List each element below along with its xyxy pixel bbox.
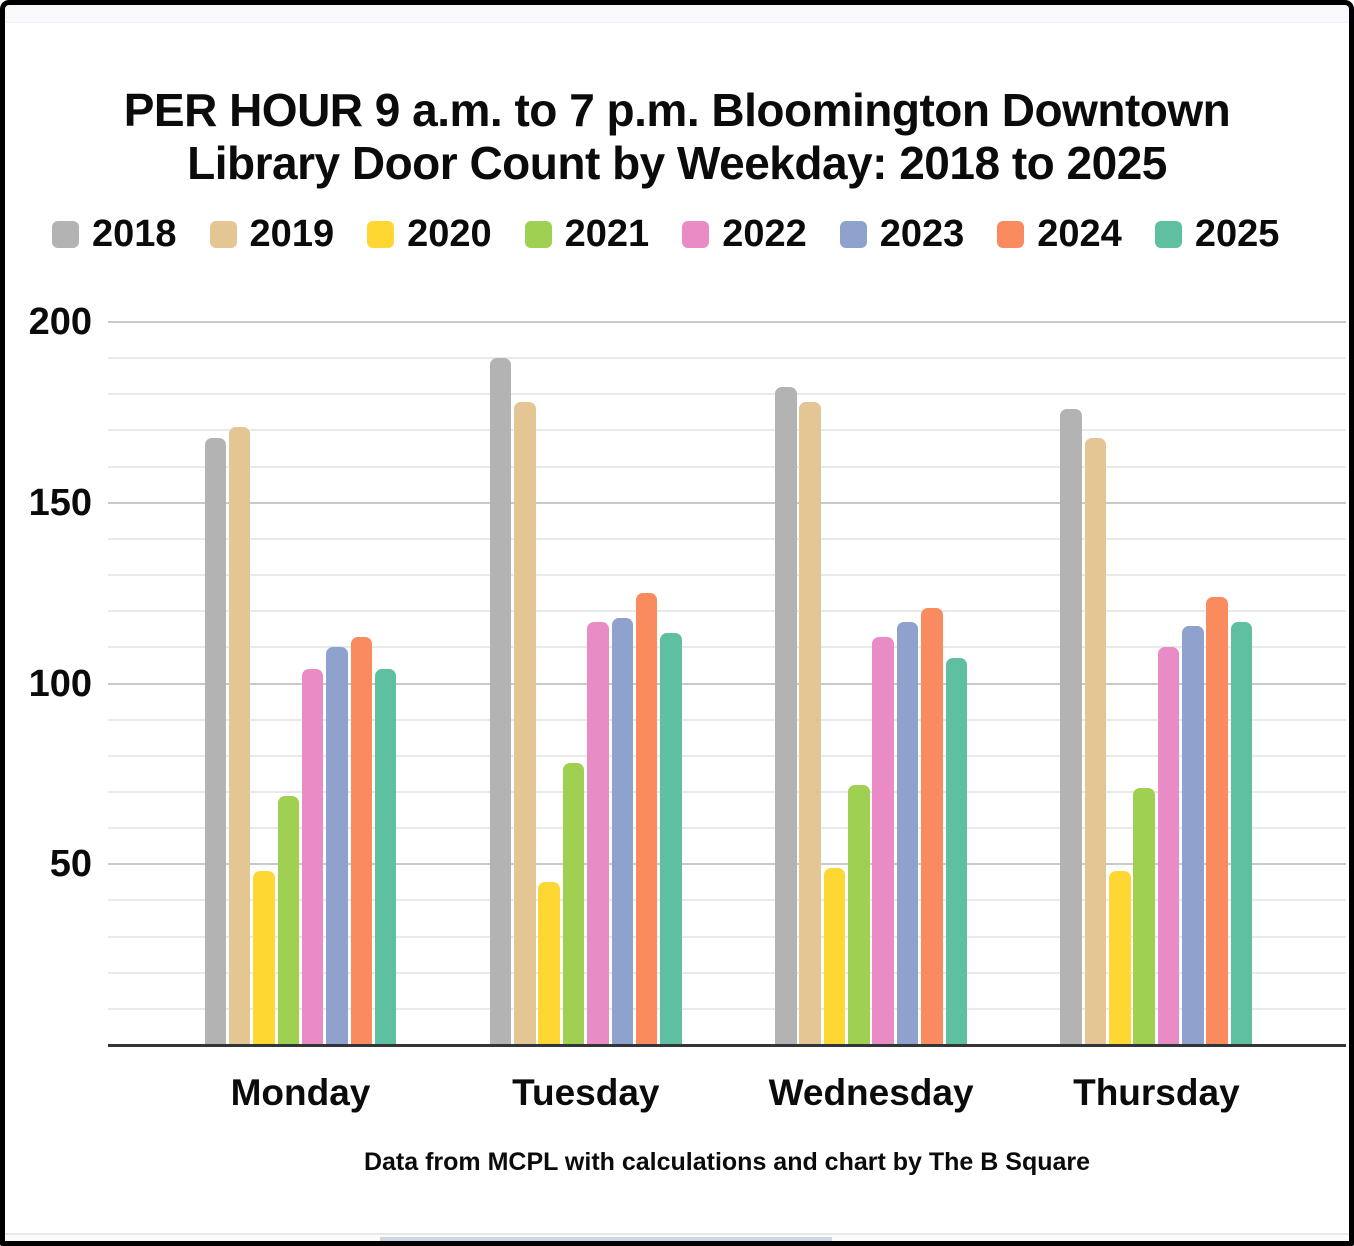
bar-2023-wednesday [896, 622, 919, 1045]
chart-title-line-1: PER HOUR 9 a.m. to 7 p.m. Bloomington Do… [123, 84, 1231, 136]
gridline-50 [108, 863, 1346, 866]
bar-2021-thursday [1133, 788, 1155, 1045]
gridline-40 [108, 899, 1346, 902]
gridline-140 [108, 537, 1346, 540]
bar-2018-thursday [1060, 408, 1082, 1045]
gridline-120 [108, 610, 1346, 613]
legend-swatch-2020 [367, 221, 395, 248]
legend-swatch-2021 [524, 221, 552, 248]
legend-swatch-2022 [682, 221, 710, 248]
legend-item-2025: 2025 [1154, 213, 1280, 255]
bar-2019-tuesday [514, 401, 536, 1045]
legend-item-2018: 2018 [52, 213, 177, 255]
bar-2022-tuesday [587, 622, 609, 1045]
bar-2023-tuesday [611, 618, 634, 1045]
legend-label-2023: 2023 [879, 213, 965, 255]
bar-2018-monday [204, 437, 226, 1045]
chart-footer: Data from MCPL with calculations and cha… [363, 1148, 1091, 1176]
gridline-90 [108, 718, 1346, 721]
bar-2025-thursday [1230, 622, 1253, 1045]
legend-label-2020: 2020 [407, 213, 492, 255]
bar-2019-monday [228, 426, 251, 1045]
bar-2025-wednesday [945, 658, 967, 1045]
browser-top-strip [5, 5, 1349, 23]
chart-title: PER HOUR 9 a.m. to 7 p.m. Bloomington Do… [0, 84, 1354, 190]
bar-2020-thursday [1109, 871, 1131, 1045]
bar-2021-wednesday [848, 784, 870, 1045]
x-axis-label-wednesday: Wednesday [768, 1072, 974, 1113]
legend-swatch-2018 [52, 221, 79, 248]
legend-item-2019: 2019 [209, 213, 335, 255]
bar-2020-wednesday [823, 867, 846, 1045]
bar-group-tuesday [489, 282, 682, 1045]
x-axis-label-monday: Monday [230, 1072, 371, 1113]
bar-group-wednesday [775, 282, 967, 1045]
gridline-160 [108, 465, 1346, 468]
bar-2018-wednesday [775, 387, 797, 1045]
bar-2025-monday [374, 669, 397, 1045]
y-axis-label-150: 150 [28, 481, 92, 524]
legend-item-2021: 2021 [524, 213, 650, 255]
bar-2018-tuesday [489, 358, 512, 1045]
gridline-110 [108, 646, 1346, 649]
bar-group-monday [204, 282, 397, 1045]
y-axis-label-200: 200 [28, 301, 92, 343]
y-axis-label-100: 100 [28, 662, 92, 705]
horizontal-scrollbar[interactable] [5, 1233, 1349, 1244]
bar-2022-monday [301, 669, 324, 1045]
gridline-190 [108, 357, 1346, 360]
gridline-70 [108, 790, 1346, 793]
legend-label-2022: 2022 [722, 213, 807, 255]
bar-2022-thursday [1157, 647, 1180, 1045]
gridline-10 [108, 1007, 1346, 1010]
gridline-130 [108, 574, 1346, 577]
legend-label-2019: 2019 [249, 213, 335, 255]
legend-item-2023: 2023 [839, 213, 965, 255]
legend-label-2018: 2018 [92, 213, 177, 255]
bar-2021-tuesday [562, 763, 585, 1045]
gridline-150 [108, 501, 1346, 504]
y-axis-label-50: 50 [49, 843, 92, 886]
gridline-30 [108, 935, 1346, 938]
legend-label-2021: 2021 [564, 213, 650, 255]
bar-2022-wednesday [872, 636, 894, 1045]
legend-item-2020: 2020 [367, 213, 492, 255]
bar-2019-wednesday [799, 401, 821, 1045]
bar-2019-thursday [1084, 437, 1107, 1045]
bar-2024-thursday [1206, 596, 1228, 1045]
legend-swatch-2019 [209, 221, 237, 248]
legend-swatch-2025 [1154, 221, 1182, 248]
bar-2023-monday [326, 647, 348, 1045]
bar-2025-tuesday [660, 632, 682, 1045]
gridline-170 [108, 429, 1346, 432]
chart-title-line-2: Library Door Count by Weekday: 2018 to 2… [187, 137, 1167, 189]
bar-2020-tuesday [538, 882, 560, 1045]
gridline-100 [108, 682, 1346, 685]
chart-legend: 2018 2019 2020 2021 2022 2023 2024 2025 [52, 213, 1280, 255]
bar-group-thursday [1060, 282, 1253, 1045]
legend-swatch-2023 [839, 221, 867, 248]
legend-item-2022: 2022 [682, 213, 807, 255]
gridline-60 [108, 827, 1346, 830]
bar-2024-wednesday [921, 607, 943, 1045]
gridline-80 [108, 754, 1346, 757]
x-axis-line [108, 1044, 1346, 1047]
x-axis-label-thursday: Thursday [1073, 1072, 1240, 1113]
legend-label-2024: 2024 [1037, 213, 1122, 255]
x-axis-label-tuesday: Tuesday [512, 1072, 660, 1113]
bar-2024-monday [350, 636, 373, 1045]
horizontal-scrollbar-thumb[interactable] [380, 1237, 832, 1244]
legend-item-2024: 2024 [997, 213, 1122, 255]
legend-swatch-2024 [997, 221, 1025, 248]
gridline-20 [108, 971, 1346, 974]
legend-label-2025: 2025 [1194, 213, 1280, 255]
gridline-180 [108, 393, 1346, 396]
bar-2020-monday [253, 871, 275, 1045]
gridline-200 [108, 321, 1346, 323]
bar-2024-tuesday [635, 593, 658, 1045]
bar-2023-thursday [1182, 625, 1204, 1045]
bar-2021-monday [277, 795, 300, 1045]
